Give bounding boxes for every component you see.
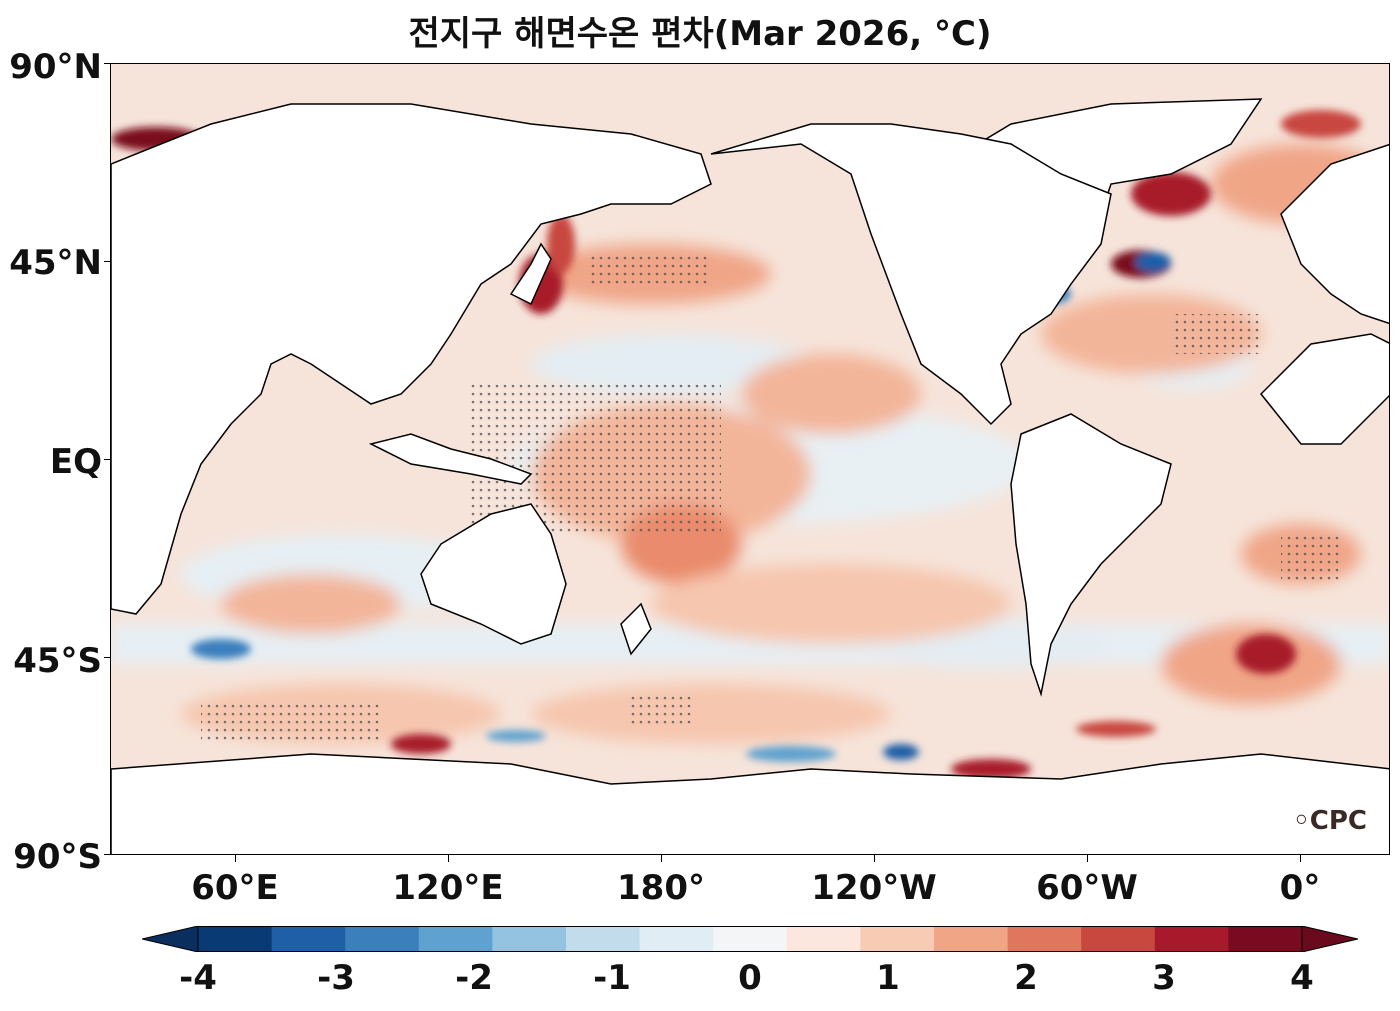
south-america <box>1010 413 1172 697</box>
colorbar-tick-label: -2 <box>455 958 493 998</box>
colorbar-tick-label: -4 <box>179 958 217 998</box>
lat-label-90n: 90°N <box>9 47 102 87</box>
lon-label-60w: 60°W <box>1036 868 1138 908</box>
europe <box>1280 143 1389 325</box>
colorbar-segment <box>1228 926 1303 952</box>
colorbar-tick-label: 1 <box>876 958 900 998</box>
colorbar-segment <box>1081 926 1156 952</box>
lat-tick <box>104 657 110 658</box>
cpc-logo: ◦CPC <box>1293 806 1367 836</box>
north-america <box>710 123 1112 426</box>
colorbar-tick-label: 4 <box>1290 958 1314 998</box>
colorbar-segment <box>1154 926 1229 952</box>
lon-tick <box>874 855 875 862</box>
lat-label-45s: 45°S <box>13 641 102 681</box>
lat-tick <box>104 459 110 460</box>
colorbar-segment <box>492 926 567 952</box>
eurasia-africa <box>111 103 712 615</box>
sst-anomaly-map: ◦CPC <box>110 63 1390 855</box>
map-svg <box>111 64 1389 854</box>
colorbar-segment <box>418 926 493 952</box>
lon-label-120w: 120°W <box>811 868 937 908</box>
lat-label-90s: 90°S <box>13 837 102 877</box>
new-zealand <box>620 602 652 656</box>
colorbar-tick-label: 2 <box>1014 958 1038 998</box>
logo-circle-icon: ◦ <box>1293 806 1310 836</box>
colorbar-segment <box>934 926 1009 952</box>
lon-tick <box>661 855 662 862</box>
lon-tick <box>235 855 236 862</box>
lat-tick <box>104 261 110 262</box>
colorbar-segment <box>713 926 788 952</box>
colorbar-segment <box>786 926 861 952</box>
colorbar <box>142 926 1358 952</box>
lon-tick <box>1087 855 1088 862</box>
lat-label-eq: EQ <box>49 442 102 482</box>
indonesia <box>368 433 533 485</box>
lat-label-45n: 45°N <box>9 243 102 283</box>
lon-label-120e: 120°E <box>392 868 504 908</box>
colorbar-segment <box>1007 926 1082 952</box>
antarctica <box>111 753 1389 854</box>
colorbar-segment <box>345 926 420 952</box>
colorbar-segment <box>198 926 273 952</box>
lon-label-180: 180° <box>617 868 705 908</box>
australia <box>420 503 567 645</box>
japan <box>509 242 552 306</box>
lon-tick <box>448 855 449 862</box>
colorbar-tick-label: 0 <box>738 958 762 998</box>
colorbar-segment <box>271 926 346 952</box>
lon-label-0: 0° <box>1279 868 1321 908</box>
lat-tick <box>104 854 110 855</box>
lon-label-60e: 60°E <box>191 868 279 908</box>
colorbar-overflow <box>1301 926 1358 952</box>
africa-west <box>1259 333 1389 445</box>
colorbar-segment <box>566 926 641 952</box>
colorbar-underflow <box>142 926 199 952</box>
lon-tick <box>1300 855 1301 862</box>
colorbar-segment <box>639 926 714 952</box>
colorbar-tick-label: 3 <box>1152 958 1176 998</box>
lat-tick <box>104 63 110 64</box>
colorbar-segment <box>860 926 935 952</box>
colorbar-tick-label: -1 <box>593 958 631 998</box>
map-title: 전지구 해면수온 편차(Mar 2026, °C) <box>408 14 992 54</box>
land <box>111 98 1389 854</box>
anomaly-field <box>111 144 1389 744</box>
colorbar-tick-label: -3 <box>317 958 355 998</box>
